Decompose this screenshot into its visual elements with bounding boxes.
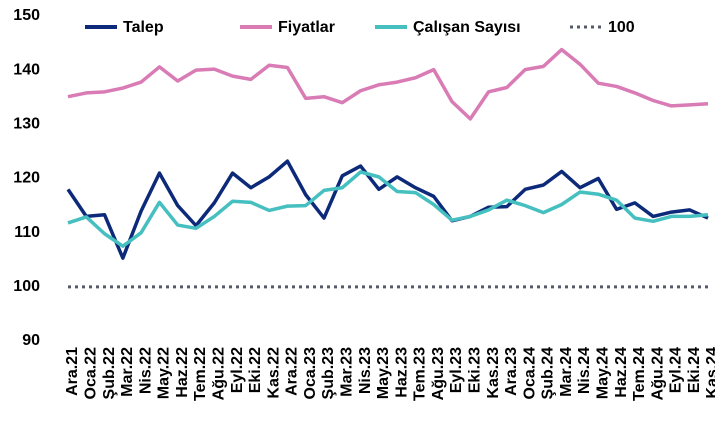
x-tick-label: Kas.22: [265, 347, 282, 399]
x-tick-label: Eki.24: [686, 347, 703, 393]
legend-label: 100: [608, 19, 635, 36]
x-tick-label: Kas.24: [704, 347, 715, 399]
x-tick-label: Eyl.23: [448, 347, 465, 393]
y-tick-label: 150: [13, 7, 40, 24]
x-tick-label: Eyl.24: [668, 347, 685, 393]
x-tick-label: Mar.23: [339, 347, 356, 397]
x-tick-label: Nis.23: [357, 347, 374, 394]
y-tick-label: 130: [13, 116, 40, 133]
x-tick-label: Mar.24: [558, 347, 575, 397]
x-tick-label: Şub.24: [540, 347, 557, 400]
x-tick-label: Haz.23: [393, 347, 410, 398]
x-tick-label: Ara.22: [284, 347, 301, 396]
x-tick-label: Haz.22: [174, 347, 191, 398]
series-line: [67, 170, 709, 248]
y-tick-label: 120: [13, 170, 40, 187]
x-tick-label: Ara.21: [64, 347, 81, 396]
x-tick-label: Oca.22: [83, 347, 100, 400]
x-tick-label: Oca.24: [521, 347, 538, 400]
x-tick-label: Eyl.22: [229, 347, 246, 393]
x-tick-label: Tem.22: [192, 347, 209, 401]
x-tick-label: Ağu.24: [649, 347, 666, 400]
x-tick-label: Ağu.23: [430, 347, 447, 400]
y-tick-label: 100: [13, 278, 40, 295]
x-tick-label: May.24: [595, 347, 612, 399]
x-tick-label: Haz.24: [613, 347, 630, 398]
x-tick-label: May.22: [156, 347, 173, 399]
legend-label: Çalışan Sayısı: [413, 19, 521, 36]
x-tick-label: Eki.22: [247, 347, 264, 393]
x-tick-label: Mar.22: [119, 347, 136, 397]
x-tick-label: Tem.24: [631, 347, 648, 401]
legend-label: Fiyatlar: [278, 19, 335, 36]
x-tick-label: Nis.24: [576, 347, 593, 394]
x-tick-label: Kas.23: [485, 347, 502, 399]
x-tick-label: Eki.23: [467, 347, 484, 393]
x-tick-label: Tem.23: [412, 347, 429, 401]
y-tick-label: 110: [14, 224, 40, 241]
x-tick-label: Ara.23: [503, 347, 520, 396]
x-tick-label: Şub.22: [101, 347, 118, 400]
y-tick-label: 140: [13, 61, 40, 78]
series-line: [67, 47, 709, 121]
x-tick-label: Nis.22: [137, 347, 154, 394]
x-tick-label: Şub.23: [320, 347, 337, 400]
x-tick-label: Oca.23: [302, 347, 319, 400]
y-tick-label: 90: [22, 332, 40, 349]
legend-label: Talep: [123, 19, 164, 36]
x-tick-label: May.23: [375, 347, 392, 399]
x-tick-label: Ağu.22: [211, 347, 228, 400]
